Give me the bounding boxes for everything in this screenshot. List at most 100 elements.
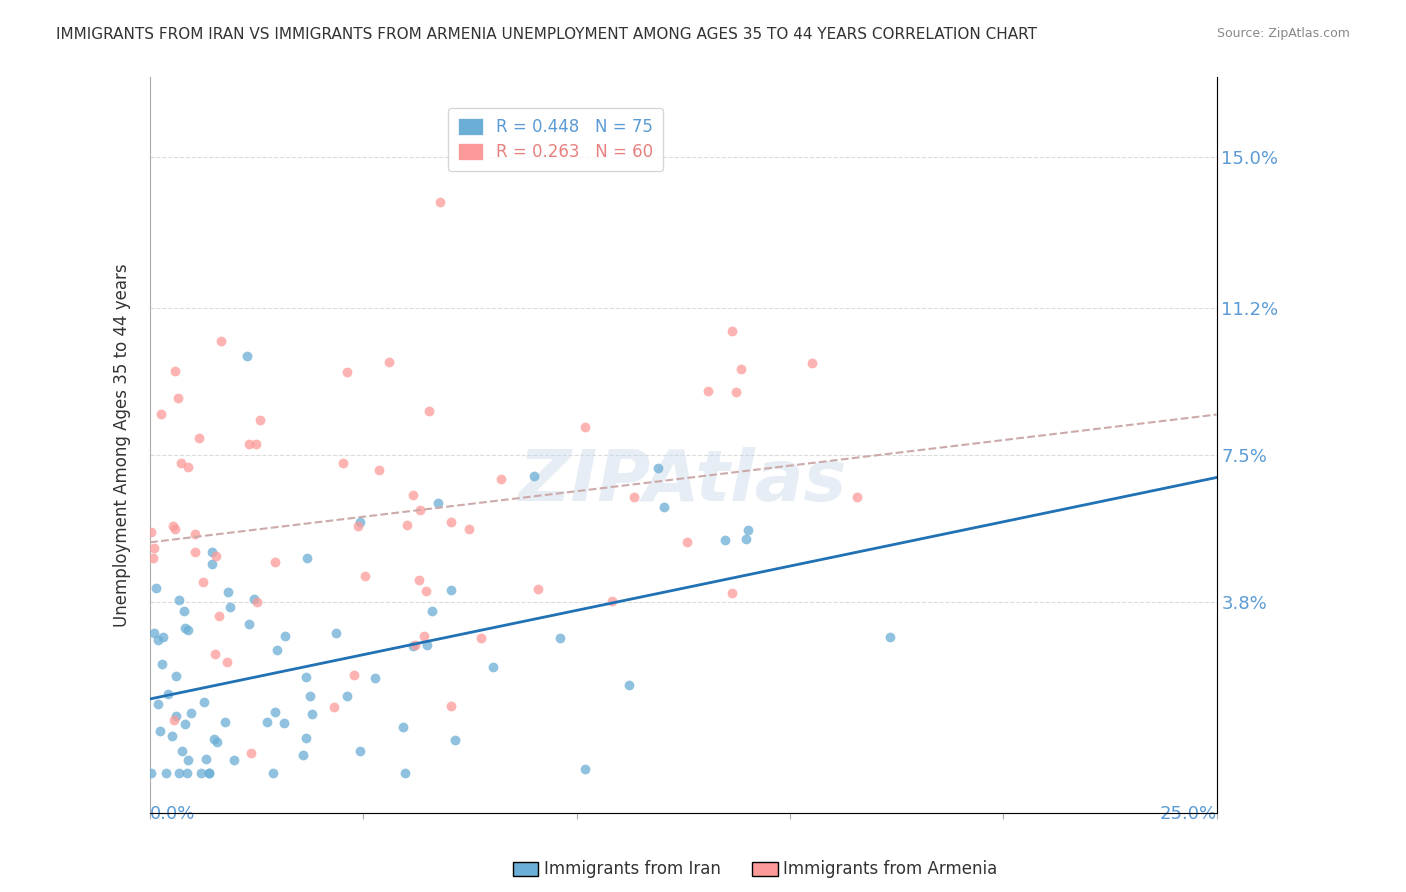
Point	[415, 583, 437, 598]
Point	[458, 523, 481, 537]
Point	[176, 766, 198, 780]
Point	[167, 592, 190, 607]
Point	[235, 349, 257, 363]
Point	[166, 391, 188, 405]
Point	[177, 753, 200, 767]
Point	[245, 437, 267, 451]
Point	[139, 766, 162, 780]
Point	[163, 713, 186, 727]
Point	[391, 720, 413, 734]
Point	[148, 633, 170, 648]
Point	[150, 657, 173, 671]
Point	[198, 766, 221, 780]
Text: Immigrants from Iran: Immigrants from Iran	[544, 860, 721, 878]
Point	[149, 407, 172, 421]
Point	[219, 599, 242, 614]
Point	[256, 715, 278, 730]
Point	[676, 534, 699, 549]
Point	[574, 420, 596, 434]
Point	[574, 762, 596, 776]
Point	[170, 743, 193, 757]
Point	[378, 355, 401, 369]
Point	[845, 491, 868, 505]
Point	[165, 708, 187, 723]
Point	[295, 731, 318, 745]
Text: Immigrants from Armenia: Immigrants from Armenia	[783, 860, 997, 878]
Point	[243, 592, 266, 607]
Point	[190, 766, 212, 780]
Point	[146, 697, 169, 711]
Point	[364, 671, 387, 685]
Point	[335, 365, 357, 379]
Point	[273, 716, 295, 731]
Point	[149, 724, 172, 739]
Point	[195, 752, 218, 766]
Point	[142, 625, 165, 640]
Point	[294, 671, 316, 685]
Point	[152, 630, 174, 644]
Point	[193, 695, 215, 709]
Text: Source: ZipAtlas.com: Source: ZipAtlas.com	[1216, 27, 1350, 40]
Point	[801, 356, 824, 370]
Point	[238, 616, 260, 631]
Point	[191, 575, 214, 590]
Point	[165, 522, 187, 536]
Point	[420, 604, 443, 618]
Point	[173, 621, 195, 635]
Point	[264, 555, 287, 569]
Point	[332, 456, 354, 470]
Point	[440, 698, 463, 713]
Point	[205, 549, 228, 564]
Point	[201, 544, 224, 558]
Point	[141, 524, 163, 539]
Point	[336, 689, 359, 703]
Point	[401, 639, 423, 653]
Point	[141, 551, 163, 566]
Point	[224, 753, 246, 767]
Point	[262, 766, 284, 780]
Point	[322, 700, 344, 714]
Point	[349, 515, 371, 529]
Point	[617, 677, 640, 691]
Point	[470, 631, 492, 645]
Point	[170, 457, 193, 471]
Point	[174, 716, 197, 731]
Y-axis label: Unemployment Among Ages 35 to 44 years: Unemployment Among Ages 35 to 44 years	[114, 263, 131, 627]
Point	[721, 585, 744, 599]
Point	[155, 766, 177, 780]
Point	[737, 523, 759, 537]
Point	[429, 194, 451, 209]
Point	[346, 519, 368, 533]
Legend: R = 0.448   N = 75, R = 0.263   N = 60: R = 0.448 N = 75, R = 0.263 N = 60	[447, 108, 664, 171]
Point	[217, 585, 239, 599]
Point	[301, 706, 323, 721]
Point	[343, 667, 366, 681]
Text: 0.0%: 0.0%	[150, 805, 195, 823]
Point	[165, 669, 187, 683]
Point	[295, 551, 318, 566]
Point	[325, 626, 347, 640]
Point	[395, 518, 418, 533]
Point	[249, 413, 271, 427]
Point	[145, 582, 167, 596]
Point	[548, 631, 571, 645]
Point	[623, 490, 645, 504]
Point	[404, 639, 426, 653]
Point	[180, 706, 202, 721]
Text: 25.0%: 25.0%	[1160, 805, 1216, 823]
Point	[730, 362, 752, 376]
Point	[184, 526, 207, 541]
Point	[482, 660, 505, 674]
Point	[367, 463, 389, 477]
Point	[188, 431, 211, 445]
Point	[440, 515, 463, 529]
Point	[735, 532, 758, 546]
Point	[204, 648, 226, 662]
Point	[264, 706, 287, 720]
Point	[274, 629, 297, 643]
Point	[167, 766, 190, 780]
Point	[214, 715, 236, 730]
Point	[162, 729, 184, 743]
Point	[246, 595, 269, 609]
Point	[177, 623, 200, 637]
